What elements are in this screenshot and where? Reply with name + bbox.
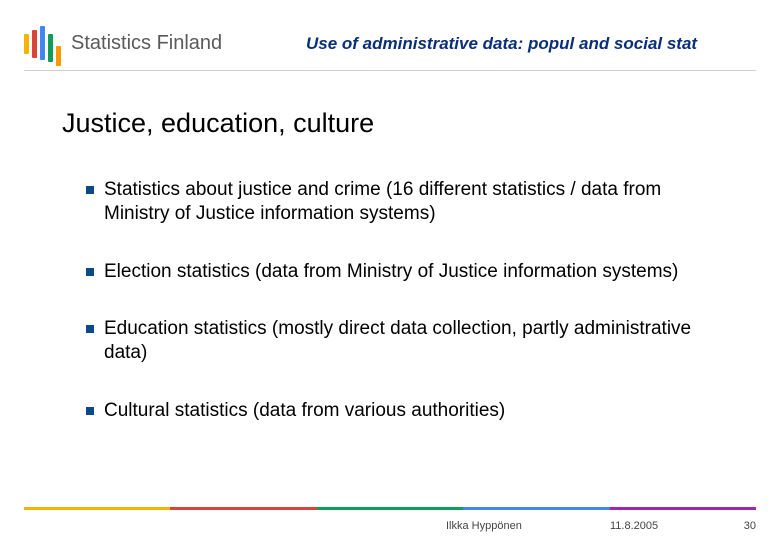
list-item: Cultural statistics (data from various a… — [86, 399, 720, 423]
slide: Statistics Finland Use of administrative… — [0, 0, 780, 540]
logo-bar — [24, 34, 29, 54]
header-underline — [24, 70, 756, 71]
page-title: Justice, education, culture — [62, 108, 374, 139]
stripe-seg — [317, 507, 463, 510]
header-title: Use of administrative data: popul and so… — [306, 34, 697, 54]
stripe-seg — [24, 507, 170, 510]
logo-text: Statistics Finland — [71, 32, 222, 55]
footer-stripe — [24, 507, 756, 510]
logo-bar — [32, 30, 37, 58]
footer-date: 11.8.2005 — [610, 520, 658, 532]
list-item: Election statistics (data from Ministry … — [86, 260, 720, 284]
logo-bar — [48, 34, 53, 62]
stripe-seg — [610, 507, 756, 510]
bullet-list: Statistics about justice and crime (16 d… — [86, 178, 720, 457]
footer-author: Ilkka Hyppönen — [446, 520, 522, 532]
stripe-seg — [463, 507, 609, 510]
stripe-seg — [170, 507, 316, 510]
logo: Statistics Finland — [24, 26, 222, 60]
list-item: Statistics about justice and crime (16 d… — [86, 178, 720, 226]
footer-page-number: 30 — [744, 520, 756, 532]
logo-bar — [56, 46, 61, 66]
logo-bar — [40, 26, 45, 60]
logo-bars-icon — [24, 26, 61, 60]
header: Statistics Finland Use of administrative… — [0, 18, 780, 72]
list-item: Education statistics (mostly direct data… — [86, 317, 720, 365]
